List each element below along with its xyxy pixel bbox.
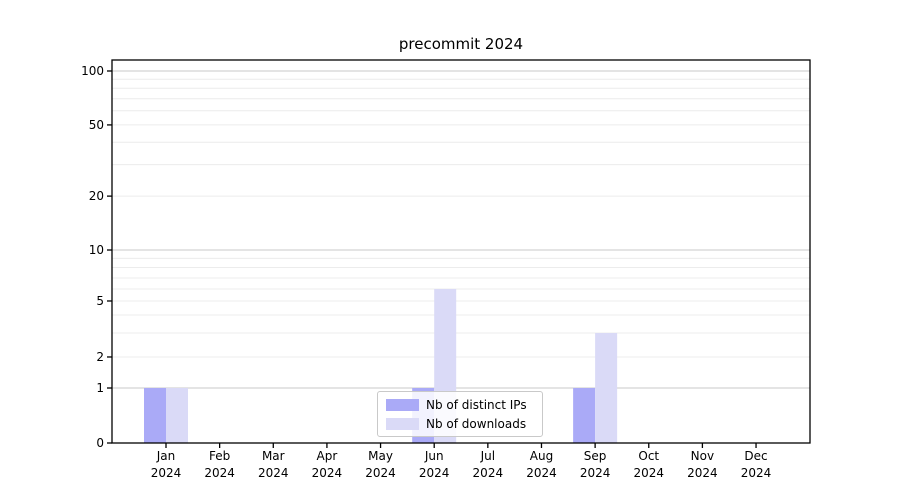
x-tick-label-dec: Dec 2024 <box>729 448 783 482</box>
bar-sep-downloads <box>595 333 618 443</box>
legend-label-downloads: Nb of downloads <box>426 416 527 431</box>
month-label: Sep <box>583 449 607 463</box>
chart-title: precommit 2024 <box>398 35 524 53</box>
x-tick-label-may: May 2024 <box>354 448 408 482</box>
y-tick-label-0: 0 <box>96 436 104 450</box>
month-label: Apr <box>316 449 338 463</box>
legend-item-downloads: Nb of downloads <box>386 417 534 431</box>
year-label: 2024 <box>579 466 611 480</box>
y-tick-label-1: 1 <box>96 381 104 395</box>
month-label: Jan <box>156 449 176 463</box>
x-tick-label-feb: Feb 2024 <box>193 448 247 482</box>
x-tick-label-jun: Jun 2024 <box>407 448 461 482</box>
legend-swatch-distinct-ips <box>386 398 419 411</box>
month-label: Dec <box>744 449 768 463</box>
year-label: 2024 <box>418 466 450 480</box>
y-tick-label-10: 10 <box>88 243 104 257</box>
x-tick-label-apr: Apr 2024 <box>300 448 354 482</box>
year-label: 2024 <box>311 466 343 480</box>
year-label: 2024 <box>365 466 396 480</box>
year-label: 2024 <box>150 466 182 480</box>
legend: Nb of distinct IPs Nb of downloads <box>377 391 543 437</box>
plot-border <box>111 59 811 444</box>
x-tick-label-jan: Jan 2024 <box>139 448 193 482</box>
legend-swatch-downloads <box>386 417 419 430</box>
legend-label-distinct-ips: Nb of distinct IPs <box>426 397 527 412</box>
x-tick-label-jul: Jul 2024 <box>461 448 515 482</box>
x-tick-label-mar: Mar 2024 <box>246 448 300 482</box>
bar-sep-distinct-ips <box>573 388 596 443</box>
year-label: 2024 <box>633 466 665 480</box>
year-label: 2024 <box>526 466 557 480</box>
year-label: 2024 <box>740 466 772 480</box>
y-tick-label-20: 20 <box>88 189 104 204</box>
year-label: 2024 <box>687 466 718 480</box>
y-tick-label-5: 5 <box>96 293 104 308</box>
month-label: May <box>368 449 393 463</box>
month-label: Nov <box>690 449 715 463</box>
y-tick-label-100: 100 <box>81 63 104 78</box>
legend-item-distinct-ips: Nb of distinct IPs <box>386 398 534 412</box>
month-label: Jun <box>424 449 444 463</box>
month-label: Mar <box>261 449 285 463</box>
x-tick-label-oct: Oct 2024 <box>622 448 676 482</box>
month-label: Jul <box>480 449 496 463</box>
month-label: Oct <box>638 449 660 463</box>
year-label: 2024 <box>257 466 289 480</box>
x-tick-label-sep: Sep 2024 <box>568 448 622 482</box>
bar-jan-downloads <box>166 388 188 443</box>
y-tick-label-2: 2 <box>96 349 104 364</box>
y-tick-label-50: 50 <box>88 117 104 132</box>
month-label: Aug <box>529 449 554 463</box>
month-label: Feb <box>209 449 231 463</box>
year-label: 2024 <box>472 466 504 480</box>
x-tick-label-aug: Aug 2024 <box>514 448 568 482</box>
year-label: 2024 <box>204 466 235 480</box>
bar-jan-distinct-ips <box>144 388 166 443</box>
x-tick-label-nov: Nov 2024 <box>675 448 729 482</box>
